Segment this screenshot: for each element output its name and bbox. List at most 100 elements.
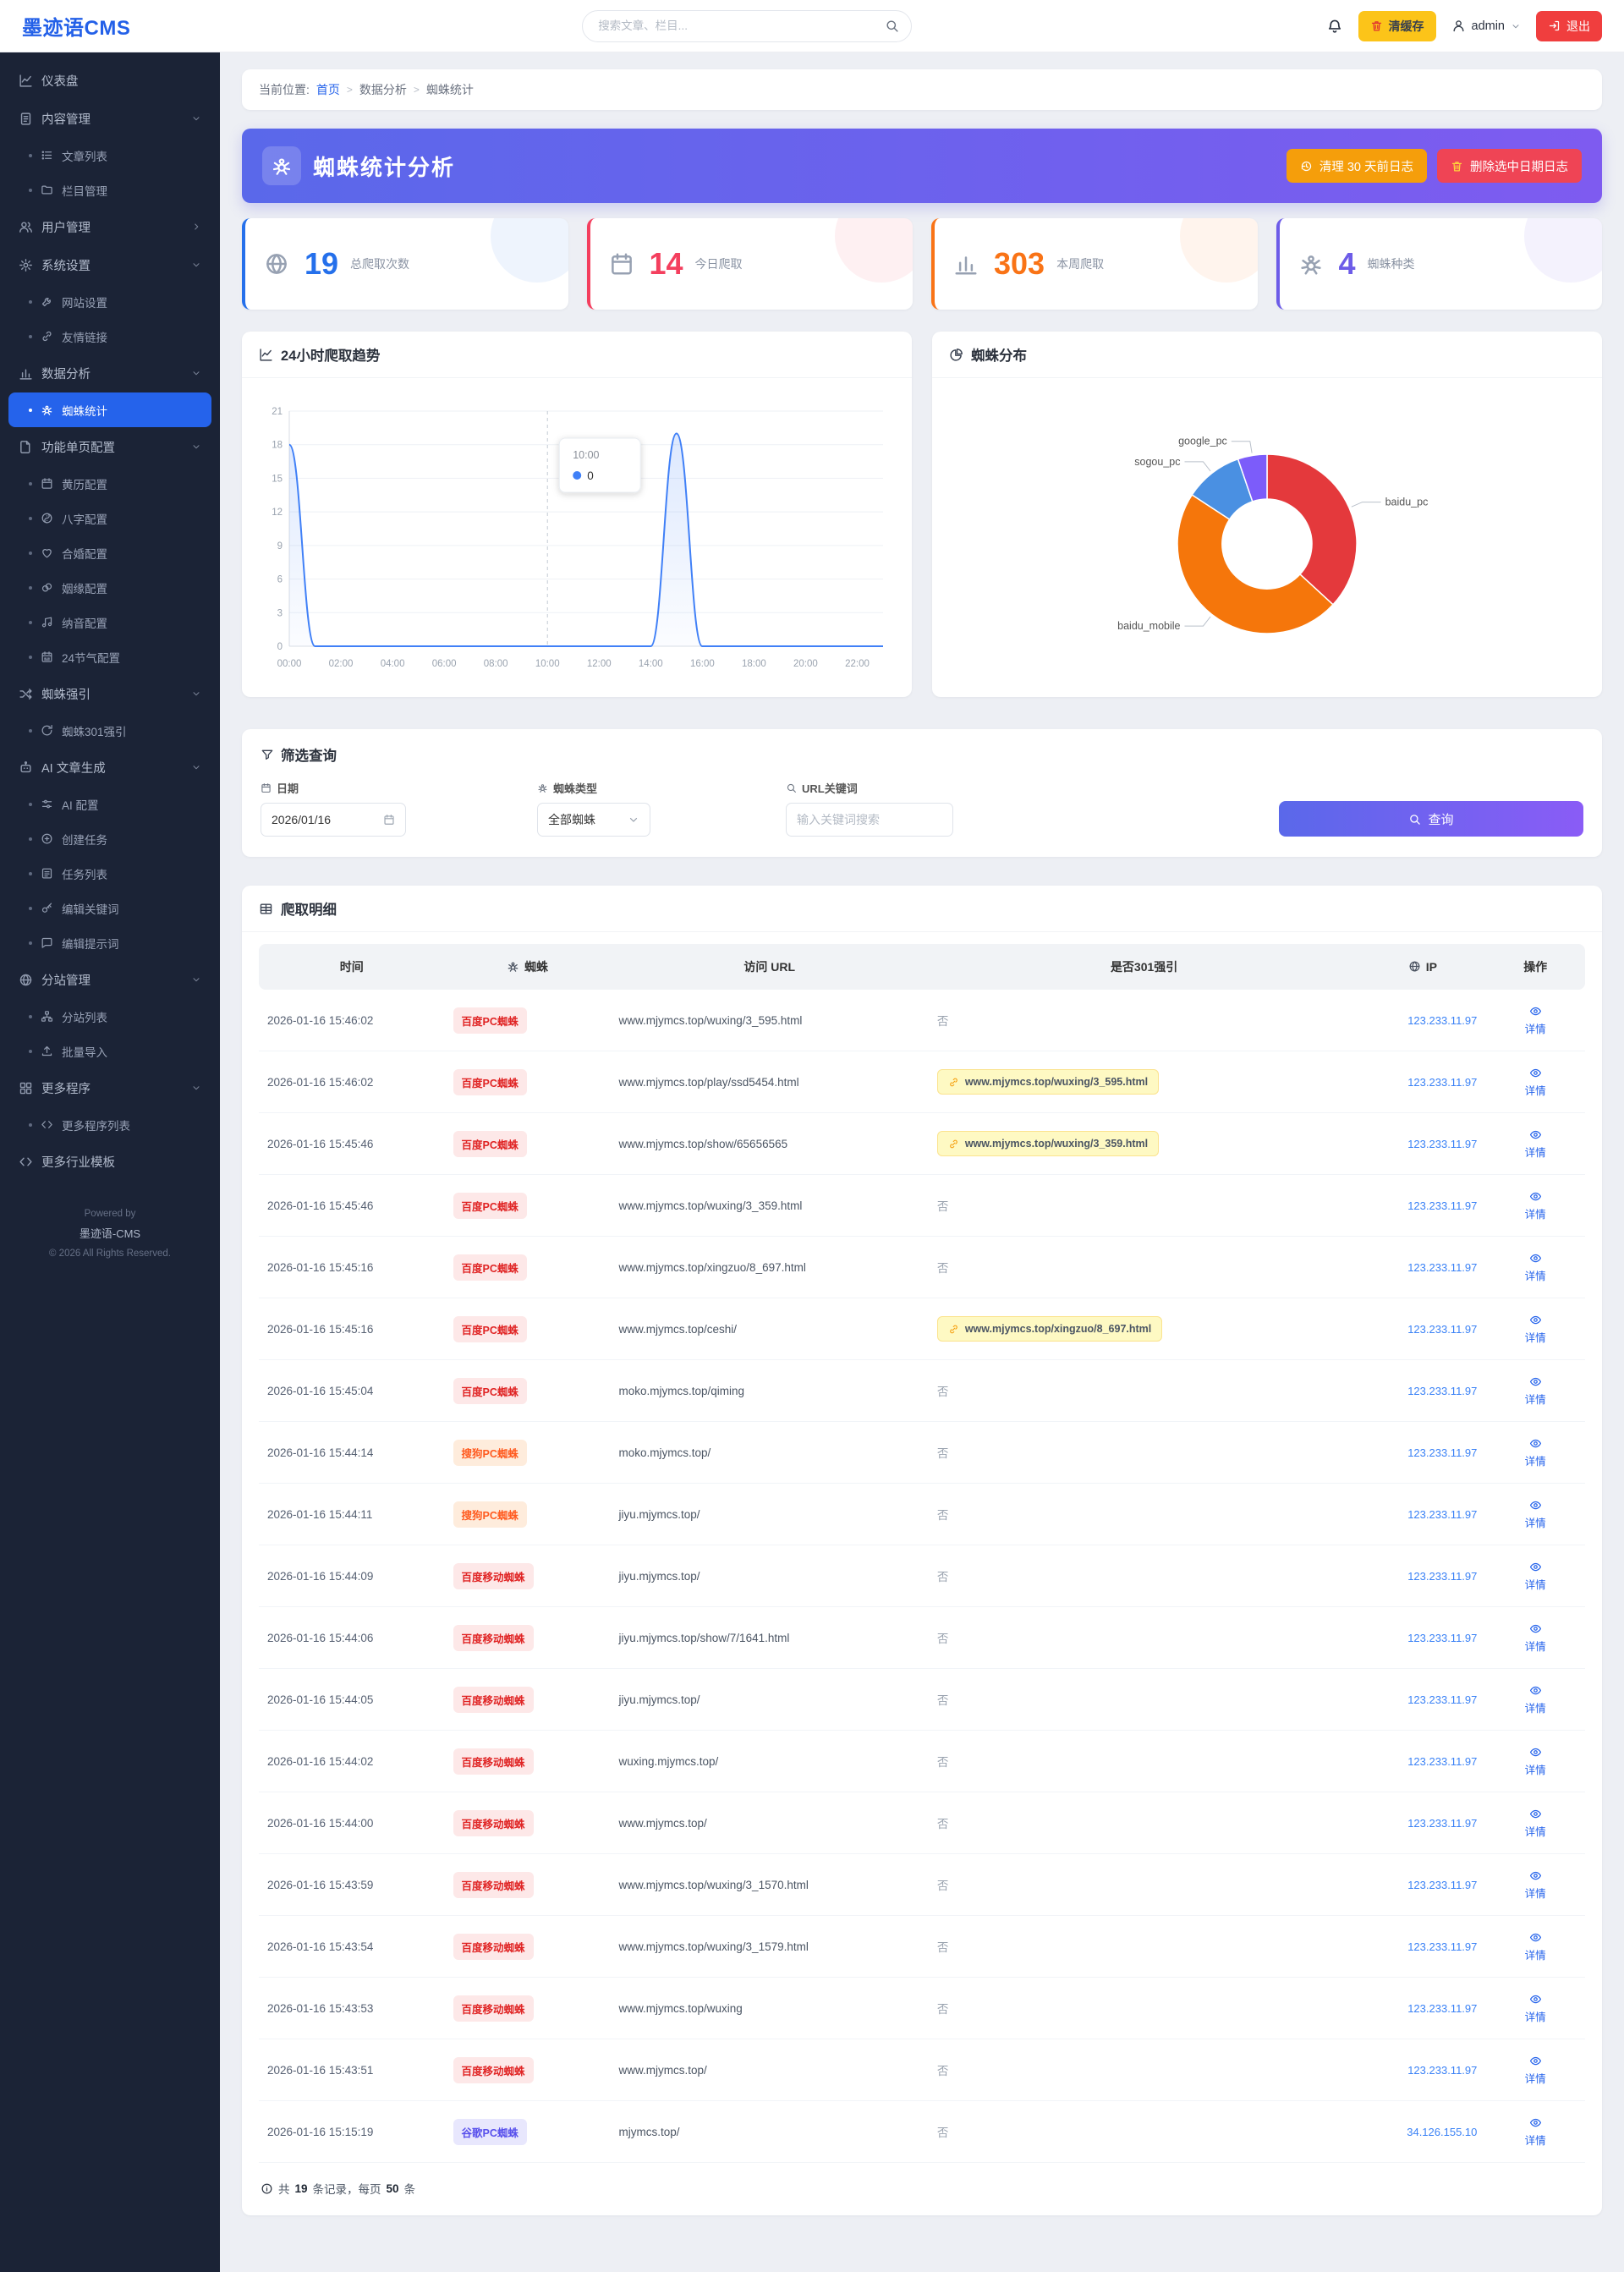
detail-button[interactable]: 详情	[1525, 1746, 1546, 1777]
sidebar-item[interactable]: 系统设置	[8, 246, 211, 283]
search-input[interactable]	[582, 9, 913, 42]
sidebar-subitem[interactable]: 编辑关键词	[8, 891, 211, 925]
clear-cache-button[interactable]: 清缓存	[1358, 10, 1436, 41]
detail-button[interactable]: 详情	[1525, 1252, 1546, 1283]
sidebar-subitem[interactable]: 栏目管理	[8, 173, 211, 207]
ip-address[interactable]: 123.233.11.97	[1359, 2039, 1486, 2101]
sidebar-item[interactable]: 数据分析	[8, 354, 211, 392]
svg-text:02:00: 02:00	[329, 659, 354, 669]
sidebar-subitem[interactable]: 编辑提示词	[8, 925, 211, 960]
detail-button[interactable]: 详情	[1525, 1314, 1546, 1345]
ip-address[interactable]: 123.233.11.97	[1359, 1113, 1486, 1175]
spider-badge: 百度PC蜘蛛	[453, 1007, 527, 1034]
sidebar-subitem[interactable]: 更多程序列表	[8, 1107, 211, 1142]
search-icon[interactable]	[885, 19, 899, 33]
ip-address[interactable]: 123.233.11.97	[1359, 1792, 1486, 1854]
ip-address[interactable]: 123.233.11.97	[1359, 1731, 1486, 1792]
crawl-time: 2026-01-16 15:43:53	[259, 1978, 445, 2039]
sidebar-subitem[interactable]: 合婚配置	[8, 535, 211, 570]
ip-address[interactable]: 34.126.155.10	[1359, 2101, 1486, 2163]
detail-button[interactable]: 详情	[1525, 1931, 1546, 1962]
sidebar-subitem[interactable]: 黄历配置	[8, 466, 211, 501]
ip-address[interactable]: 123.233.11.97	[1359, 1298, 1486, 1360]
visit-url: www.mjymcs.top/ceshi/	[610, 1298, 929, 1360]
sidebar-subitem[interactable]: AI 配置	[8, 787, 211, 821]
sidebar-subitem[interactable]: 分站列表	[8, 999, 211, 1034]
detail-button[interactable]: 详情	[1525, 1808, 1546, 1839]
rings-icon	[41, 581, 53, 594]
sidebar-subitem[interactable]: 24节气配置	[8, 639, 211, 674]
bell-icon[interactable]	[1326, 18, 1343, 35]
sidebar-item[interactable]: 更多行业模板	[8, 1143, 211, 1180]
ip-address[interactable]: 123.233.11.97	[1359, 990, 1486, 1051]
sidebar-subitem-label: 文章列表	[62, 150, 107, 163]
spider-type-select[interactable]: 全部蜘蛛	[537, 803, 650, 837]
detail-button[interactable]: 详情	[1525, 2116, 1546, 2148]
detail-button[interactable]: 详情	[1525, 2055, 1546, 2086]
detail-button[interactable]: 详情	[1525, 1005, 1546, 1036]
sidebar-subitem[interactable]: 纳音配置	[8, 605, 211, 639]
ip-address[interactable]: 123.233.11.97	[1359, 1051, 1486, 1113]
detail-label: 详情	[1524, 1084, 1546, 1097]
ip-address[interactable]: 123.233.11.97	[1359, 1854, 1486, 1916]
ip-address[interactable]: 123.233.11.97	[1359, 1175, 1486, 1237]
sidebar-subitem[interactable]: 蜘蛛301强引	[8, 713, 211, 748]
spider-distribution-card: 蜘蛛分布 baidu_pc baidu_mobile sogou_pc google_…	[932, 332, 1602, 697]
sidebar-subitem[interactable]: 任务列表	[8, 856, 211, 891]
logout-button[interactable]: 退出	[1536, 10, 1602, 41]
sidebar-item[interactable]: 仪表盘	[8, 62, 211, 99]
ip-address[interactable]: 123.233.11.97	[1359, 1360, 1486, 1422]
detail-button[interactable]: 详情	[1525, 1067, 1546, 1098]
eye-icon	[1529, 1869, 1542, 1882]
ip-address[interactable]: 123.233.11.97	[1359, 1484, 1486, 1545]
ip-address[interactable]: 123.233.11.97	[1359, 1422, 1486, 1484]
spider-badge: 百度PC蜘蛛	[453, 1254, 527, 1281]
ip-address[interactable]: 123.233.11.97	[1359, 1978, 1486, 2039]
svg-text:18: 18	[272, 441, 283, 451]
stat-value: 14	[649, 246, 683, 281]
sidebar-subitem[interactable]: 蜘蛛统计	[8, 392, 211, 427]
delete-selected-logs-button[interactable]: 删除选中日期日志	[1437, 149, 1582, 183]
sidebar-subitem[interactable]: 批量导入	[8, 1034, 211, 1068]
detail-button[interactable]: 详情	[1525, 1684, 1546, 1715]
breadcrumb-home-link[interactable]: 首页	[315, 83, 340, 96]
sidebar-item[interactable]: 更多程序	[8, 1069, 211, 1106]
detail-button[interactable]: 详情	[1525, 1375, 1546, 1407]
ip-address[interactable]: 123.233.11.97	[1359, 1237, 1486, 1298]
clean-old-logs-button[interactable]: 清理 30 天前日志	[1286, 149, 1427, 183]
sidebar-subitem[interactable]: 创建任务	[8, 821, 211, 856]
sidebar-subitem[interactable]: 网站设置	[8, 284, 211, 319]
sidebar-subitem[interactable]: 文章列表	[8, 138, 211, 173]
user-menu[interactable]: admin	[1451, 19, 1522, 33]
sidebar-item[interactable]: 分站管理	[8, 961, 211, 998]
sidebar-item[interactable]: 内容管理	[8, 100, 211, 137]
sidebar-subitem[interactable]: 姻缘配置	[8, 570, 211, 605]
date-input[interactable]: 2026/01/16	[261, 803, 406, 837]
svg-text:21: 21	[272, 407, 283, 417]
ip-address[interactable]: 123.233.11.97	[1359, 1669, 1486, 1731]
no-redirect-label: 否	[936, 1633, 949, 1645]
query-button[interactable]: 查询	[1279, 801, 1583, 837]
sidebar-subitem[interactable]: 友情链接	[8, 319, 211, 354]
ip-address[interactable]: 123.233.11.97	[1359, 1916, 1486, 1978]
detail-button[interactable]: 详情	[1525, 1622, 1546, 1654]
detail-button[interactable]: 详情	[1525, 1437, 1546, 1468]
detail-button[interactable]: 详情	[1525, 1561, 1546, 1592]
no-redirect-label: 否	[936, 1571, 949, 1583]
sidebar-subitem[interactable]: 八字配置	[8, 501, 211, 535]
sidebar-item[interactable]: 功能单页配置	[8, 428, 211, 465]
funnel-icon	[261, 748, 274, 761]
ip-address[interactable]: 123.233.11.97	[1359, 1607, 1486, 1669]
sidebar: 仪表盘 内容管理文章列表栏目管理 用户管理 系统设置 网站设置 友情链接 数据分析 蜘蛛统计功…	[0, 52, 220, 2272]
sidebar-item[interactable]: 用户管理	[8, 208, 211, 245]
detail-button[interactable]: 详情	[1525, 1499, 1546, 1530]
detail-button[interactable]: 详情	[1525, 1869, 1546, 1901]
query-label: 查询	[1428, 812, 1454, 827]
sidebar-item[interactable]: 蜘蛛强引	[8, 675, 211, 712]
ip-address[interactable]: 123.233.11.97	[1359, 1545, 1486, 1607]
detail-button[interactable]: 详情	[1525, 1190, 1546, 1221]
sidebar-item[interactable]: AI 文章生成	[8, 749, 211, 786]
detail-button[interactable]: 详情	[1525, 1993, 1546, 2024]
detail-button[interactable]: 详情	[1525, 1128, 1546, 1160]
url-keyword-input[interactable]	[786, 803, 953, 837]
